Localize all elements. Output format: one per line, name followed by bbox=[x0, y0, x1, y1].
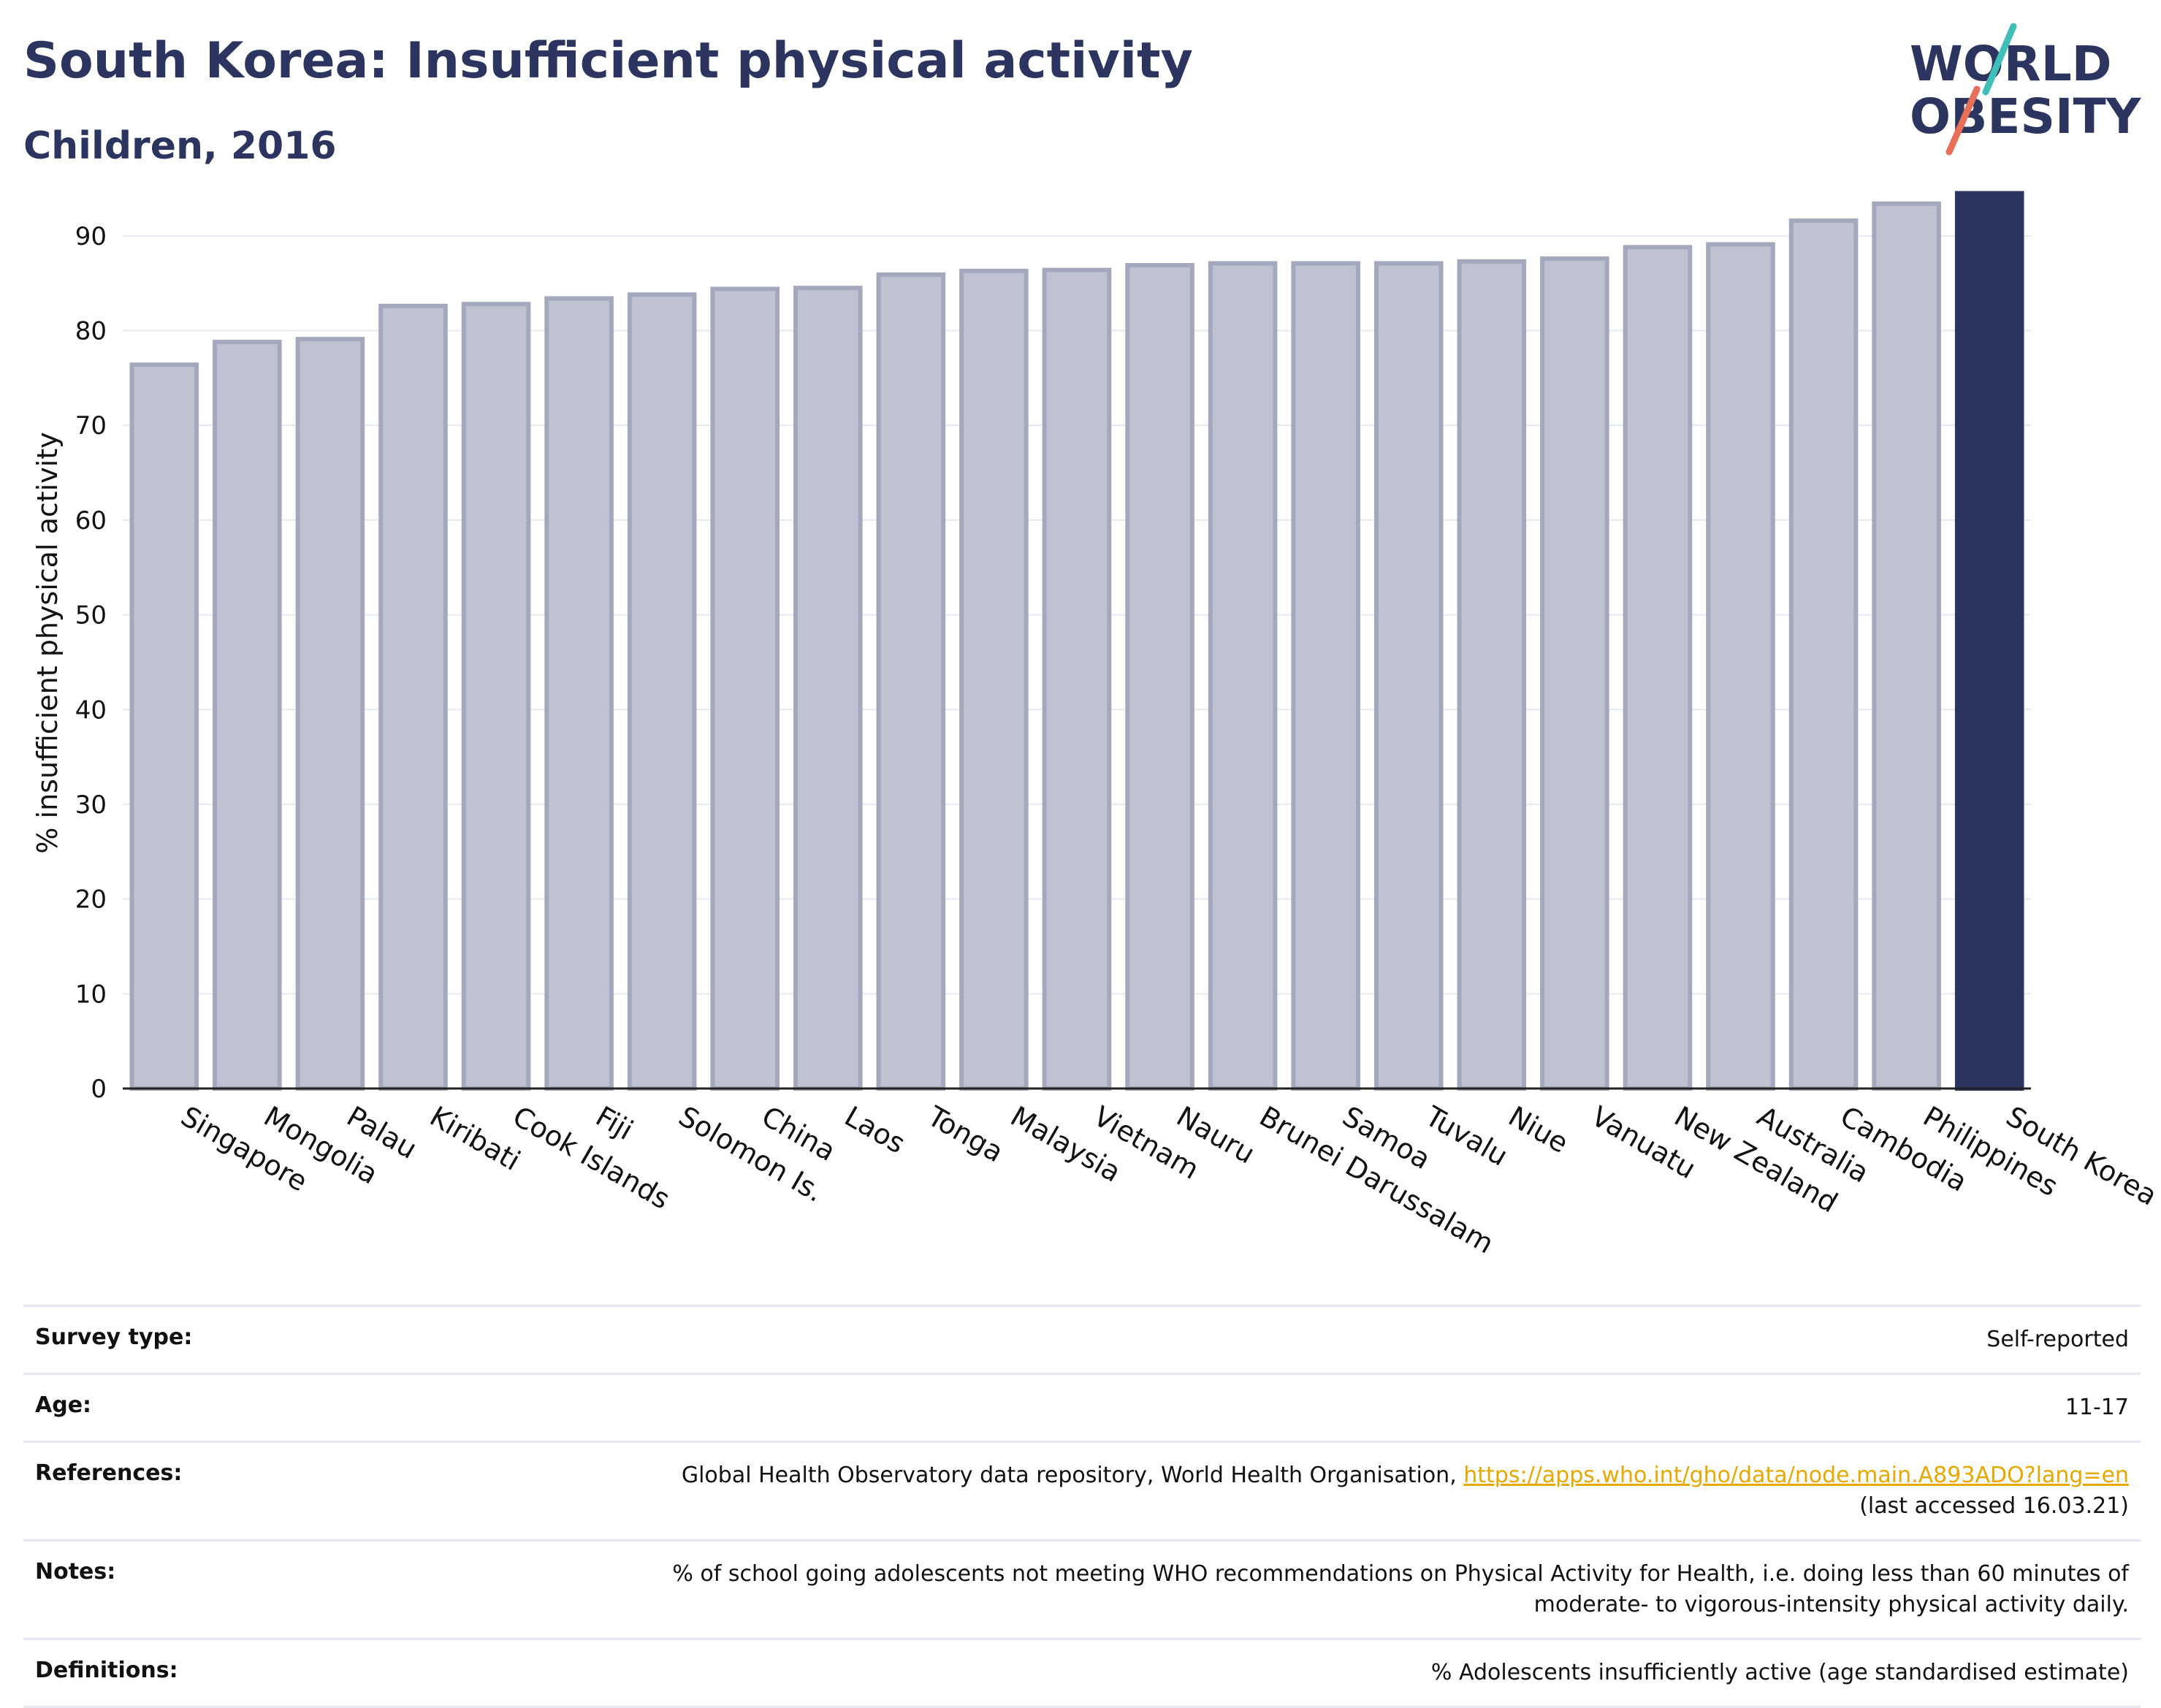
y-tick-label: 80 bbox=[75, 317, 107, 346]
bars bbox=[129, 191, 2024, 1091]
x-tick-label: Tonga bbox=[922, 1099, 1009, 1168]
info-table: Survey type: Self-reported Age: 11-17 Re… bbox=[23, 1305, 2141, 1708]
reference-text: Global Health Observatory data repositor… bbox=[681, 1463, 1464, 1488]
bar-samoa bbox=[1291, 261, 1360, 1091]
y-axis-ticks: 0 10 20 30 40 50 60 70 80 90 bbox=[75, 222, 107, 1104]
info-row-definitions: Definitions: % Adolescents insufficientl… bbox=[23, 1638, 2141, 1708]
info-value: % Adolescents insufficiently active (age… bbox=[295, 1638, 2141, 1708]
info-row-references: References: Global Health Observatory da… bbox=[23, 1441, 2141, 1541]
bar-south-korea bbox=[1954, 191, 2024, 1091]
info-value: Global Health Observatory data repositor… bbox=[295, 1441, 2141, 1541]
y-tick-label: 30 bbox=[75, 790, 107, 820]
bar-vanuatu bbox=[1540, 256, 1609, 1091]
y-tick-label: 90 bbox=[75, 222, 107, 251]
reference-accessed: (last accessed 16.03.21) bbox=[1859, 1493, 2129, 1519]
info-row-notes: Notes: % of school going adolescents not… bbox=[23, 1539, 2141, 1639]
x-tick-label: Laos bbox=[839, 1100, 911, 1160]
bar-palau bbox=[295, 337, 365, 1091]
bar-solomon-is bbox=[627, 292, 697, 1091]
bar-brunei-darussalam bbox=[1208, 261, 1278, 1091]
info-key: Notes: bbox=[23, 1539, 295, 1639]
info-key: References: bbox=[23, 1441, 295, 1541]
y-axis-label: % insufficient physical activity bbox=[31, 432, 64, 853]
bar-niue bbox=[1457, 259, 1527, 1091]
bar-fiji bbox=[544, 296, 614, 1091]
info-key: Definitions: bbox=[23, 1638, 295, 1708]
y-tick-label: 70 bbox=[75, 411, 107, 441]
bar-laos bbox=[793, 286, 863, 1091]
world-obesity-logo: WORLD OBESITY bbox=[1910, 23, 2142, 156]
x-tick-label: Kiribati bbox=[424, 1100, 526, 1177]
x-tick-label: Niue bbox=[1503, 1100, 1574, 1159]
info-key: Age: bbox=[23, 1373, 295, 1442]
bar-australia bbox=[1706, 242, 1775, 1091]
y-tick-label: 40 bbox=[75, 695, 107, 725]
bar-nauru bbox=[1125, 263, 1194, 1091]
info-value: Self-reported bbox=[295, 1305, 2141, 1374]
bar-tuvalu bbox=[1373, 261, 1444, 1091]
bar-new-zealand bbox=[1623, 245, 1693, 1091]
info-key: Survey type: bbox=[23, 1305, 295, 1374]
logo-line1: WORLD bbox=[1910, 36, 2112, 92]
y-tick-label: 10 bbox=[75, 980, 107, 1009]
bar-china bbox=[710, 286, 780, 1091]
logo-accent-coral bbox=[1945, 85, 1981, 156]
logo-accent-teal bbox=[1982, 23, 2017, 96]
info-row-survey-type: Survey type: Self-reported bbox=[23, 1305, 2141, 1374]
reference-link[interactable]: https://apps.who.int/gho/data/node.main.… bbox=[1463, 1463, 2129, 1488]
y-tick-label: 0 bbox=[91, 1075, 107, 1104]
info-value: 11-17 bbox=[295, 1373, 2141, 1442]
x-tick-label: Tuvalu bbox=[1419, 1099, 1513, 1173]
bar-mongolia bbox=[213, 340, 282, 1091]
bar-chart: 0 10 20 30 40 50 60 70 80 90 SingaporeMongoliaPal… bbox=[31, 191, 2161, 1260]
bar-singapore bbox=[129, 362, 199, 1091]
bar-tonga bbox=[876, 272, 946, 1091]
bar-vietnam bbox=[1042, 267, 1112, 1091]
bar-kiribati bbox=[378, 303, 448, 1091]
bar-cook-islands bbox=[461, 302, 531, 1091]
bar-cambodia bbox=[1788, 218, 1859, 1091]
logo-line2: OBESITY bbox=[1910, 88, 2142, 145]
page-subtitle: Children, 2016 bbox=[23, 124, 337, 168]
y-tick-label: 50 bbox=[75, 601, 107, 630]
info-value: % of school going adolescents not meetin… bbox=[295, 1539, 2141, 1639]
x-tick-label: Fiji bbox=[590, 1100, 639, 1146]
notes-line-2: moderate- to vigorous-intensity physical… bbox=[1533, 1592, 2129, 1617]
info-row-age: Age: 11-17 bbox=[23, 1373, 2141, 1442]
bar-philippines bbox=[1872, 201, 1941, 1091]
bar-malaysia bbox=[959, 268, 1029, 1091]
y-tick-label: 20 bbox=[75, 885, 107, 915]
y-tick-label: 60 bbox=[75, 506, 107, 535]
x-tick-label: Cook Islands bbox=[508, 1100, 676, 1216]
notes-line-1: % of school going adolescents not meetin… bbox=[672, 1561, 2129, 1587]
page-title: South Korea: Insufficient physical activ… bbox=[23, 32, 1193, 90]
